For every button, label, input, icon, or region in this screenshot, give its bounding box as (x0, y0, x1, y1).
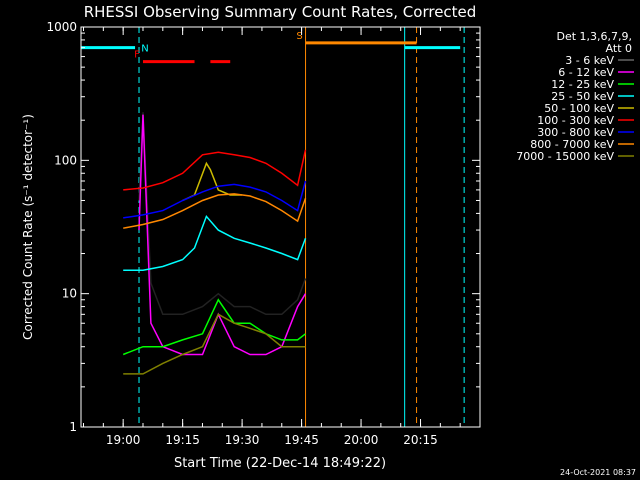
y-tick-label: 1000 (46, 20, 77, 34)
legend-entry-label: 50 - 100 keV (544, 102, 614, 115)
series-line (138, 112, 307, 316)
legend-entry-label: 100 - 300 keV (537, 114, 614, 127)
footer-date: 24-Oct-2021 08:37 (560, 468, 636, 477)
x-tick-label: 20:15 (403, 433, 438, 447)
y-axis-label: Corrected Count Rate (s⁻¹ detector⁻¹) (21, 114, 35, 340)
legend-entry-label: 7000 - 15000 keV (516, 150, 614, 163)
series-line (123, 193, 307, 229)
axes: 1 10 100 1000 19:00 19:15 19:30 19:45 20:00 20:15 (46, 20, 481, 447)
y-tick-label: 100 (54, 153, 77, 167)
legend-entry-label: 800 - 7000 keV (530, 138, 614, 151)
legend-entry-label: 12 - 25 keV (551, 78, 614, 91)
x-tick-label: 19:15 (165, 433, 200, 447)
legend-entry-label: 25 - 50 keV (551, 90, 614, 103)
series-line (122, 298, 306, 356)
plot-area: NF S (80, 27, 465, 427)
series-line (123, 214, 307, 271)
legend-entry-label: 6 - 12 keV (558, 66, 614, 79)
x-tick-label: 19:45 (284, 433, 319, 447)
y-tick-label: 1 (69, 420, 77, 434)
x-tick-label: 20:00 (344, 433, 379, 447)
x-axis-label: Start Time (22-Dec-14 18:49:22) (174, 456, 386, 471)
series-line (123, 313, 306, 375)
series-line (123, 180, 307, 219)
x-tick-label: 19:00 (106, 433, 141, 447)
series-line (123, 149, 307, 191)
chart-title: RHESSI Observing Summary Count Rates, Co… (84, 3, 477, 21)
legend-header-line-2: Att 0 (606, 42, 632, 55)
annotation-label: F (134, 50, 140, 61)
x-tick-label: 19:30 (225, 433, 260, 447)
legend-header-line-1: Det 1,3,6,7,9, (556, 30, 632, 43)
legend-entry-label: 3 - 6 keV (565, 54, 614, 67)
plot-frame (80, 26, 481, 428)
annotation-label: S (296, 31, 302, 42)
legend-entry-label: 300 - 800 keV (537, 126, 614, 139)
annotation-label: N (141, 44, 148, 55)
y-tick-label: 10 (62, 287, 77, 301)
